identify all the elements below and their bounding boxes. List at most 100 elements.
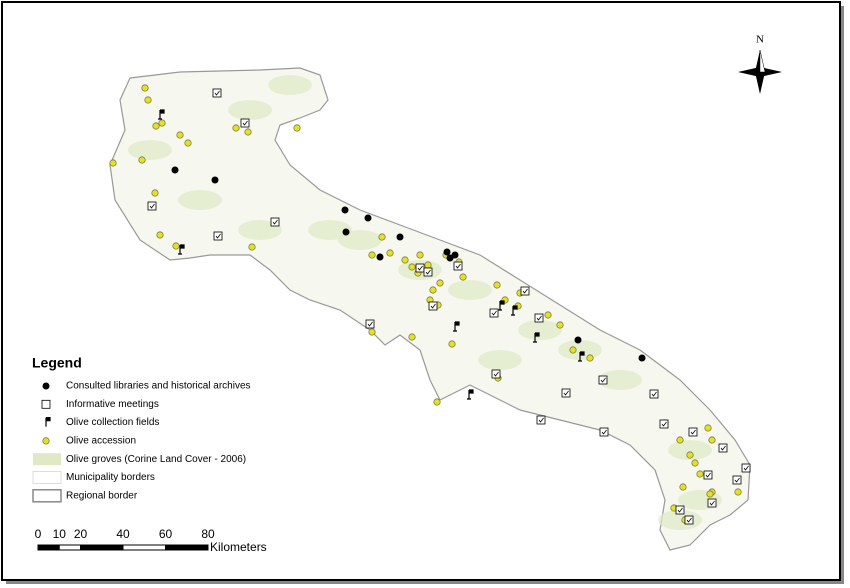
meeting-check bbox=[491, 310, 497, 316]
legend-box bbox=[28, 352, 250, 512]
meeting-check bbox=[734, 477, 740, 483]
olive-accession bbox=[459, 273, 467, 281]
meeting bbox=[270, 217, 280, 227]
olive-accession bbox=[493, 281, 501, 289]
scale-label: 80 bbox=[201, 527, 215, 541]
meeting-check bbox=[686, 517, 692, 523]
olive-accession bbox=[436, 279, 444, 287]
scale-segment bbox=[165, 545, 208, 550]
collection-field bbox=[511, 305, 518, 316]
meeting-check bbox=[367, 321, 373, 327]
olive-grove-patch bbox=[598, 370, 642, 390]
legend: Legend Consulted libraries and historical… bbox=[28, 352, 251, 512]
olive-grove-patch bbox=[518, 320, 562, 340]
olive-grove-patch bbox=[658, 510, 702, 530]
meeting-check bbox=[709, 500, 715, 506]
legend-label: Olive collection fields bbox=[66, 417, 159, 428]
meeting bbox=[718, 443, 728, 453]
north-arrow: N bbox=[738, 34, 782, 94]
meeting bbox=[520, 286, 530, 296]
meeting bbox=[598, 375, 608, 385]
meeting bbox=[536, 415, 546, 425]
olive-accession bbox=[141, 84, 149, 92]
olive-accession bbox=[704, 424, 712, 432]
collection-field bbox=[178, 244, 185, 255]
meeting-check bbox=[149, 203, 155, 209]
meeting-check bbox=[720, 445, 726, 451]
olive-accession bbox=[158, 119, 166, 127]
meeting bbox=[534, 313, 544, 323]
meeting bbox=[707, 498, 717, 508]
meeting-check bbox=[455, 263, 461, 269]
olive-accession bbox=[691, 459, 699, 467]
legend-accession bbox=[42, 437, 50, 445]
olive-accession bbox=[416, 251, 424, 259]
library bbox=[211, 176, 219, 184]
olive-accession bbox=[679, 483, 687, 491]
olive-accession bbox=[586, 354, 594, 362]
meeting bbox=[599, 427, 609, 437]
olive-accession bbox=[734, 488, 742, 496]
meeting bbox=[732, 475, 742, 485]
library bbox=[341, 206, 349, 214]
library bbox=[638, 354, 646, 362]
olive-accession bbox=[151, 189, 159, 197]
olive-accession bbox=[172, 242, 180, 250]
meeting bbox=[147, 201, 157, 211]
meeting-check bbox=[743, 465, 749, 471]
olive-accession bbox=[144, 96, 152, 104]
library bbox=[376, 253, 384, 261]
library bbox=[171, 166, 179, 174]
markers bbox=[109, 84, 751, 525]
olive-grove-patch bbox=[448, 280, 492, 300]
collection-field bbox=[533, 332, 540, 343]
legend-grove bbox=[33, 453, 61, 466]
meeting-check bbox=[705, 472, 711, 478]
library bbox=[443, 248, 451, 256]
meeting bbox=[212, 88, 222, 98]
library bbox=[451, 251, 459, 259]
scale-label: 0 bbox=[35, 527, 42, 541]
meeting-check bbox=[214, 90, 220, 96]
legend-label: Consulted libraries and historical archi… bbox=[66, 381, 251, 392]
meeting-check bbox=[272, 219, 278, 225]
legend-label: Regional border bbox=[66, 490, 138, 501]
olive-grove-patch bbox=[268, 75, 312, 95]
meeting-check bbox=[538, 417, 544, 423]
meeting bbox=[240, 118, 250, 128]
olive-accession bbox=[368, 251, 376, 259]
meeting-check bbox=[522, 288, 528, 294]
collection-field bbox=[578, 351, 585, 362]
legend-flag bbox=[45, 417, 51, 427]
olive-grove-patch bbox=[668, 440, 712, 460]
scale-label: 60 bbox=[159, 527, 173, 541]
olive-accession bbox=[424, 261, 432, 269]
meeting bbox=[365, 319, 375, 329]
olive-accession bbox=[368, 328, 376, 336]
collection-field bbox=[158, 109, 165, 120]
meeting bbox=[489, 308, 499, 318]
legend-label: Olive groves (Corine Land Cover - 2006) bbox=[66, 454, 246, 465]
olive-accession bbox=[696, 470, 704, 478]
meeting bbox=[675, 505, 685, 515]
meeting-check bbox=[601, 429, 607, 435]
olive-accession bbox=[706, 490, 714, 498]
legend-label: Municipality borders bbox=[66, 472, 155, 483]
olive-grove-patch bbox=[478, 350, 522, 370]
olive-accession bbox=[569, 346, 577, 354]
meeting bbox=[649, 389, 659, 399]
olive-accession bbox=[448, 340, 456, 348]
olive-accession bbox=[184, 139, 192, 147]
meeting-check bbox=[493, 371, 499, 377]
meeting bbox=[491, 369, 501, 379]
meeting-check bbox=[677, 507, 683, 513]
legend-municipality bbox=[32, 471, 62, 484]
collection-field bbox=[467, 389, 474, 400]
scale-label: 20 bbox=[74, 527, 88, 541]
olive-accession bbox=[686, 451, 694, 459]
collection-field bbox=[498, 300, 505, 311]
meeting-check bbox=[430, 303, 436, 309]
olive-accession bbox=[244, 128, 252, 136]
legend-library bbox=[42, 382, 50, 390]
